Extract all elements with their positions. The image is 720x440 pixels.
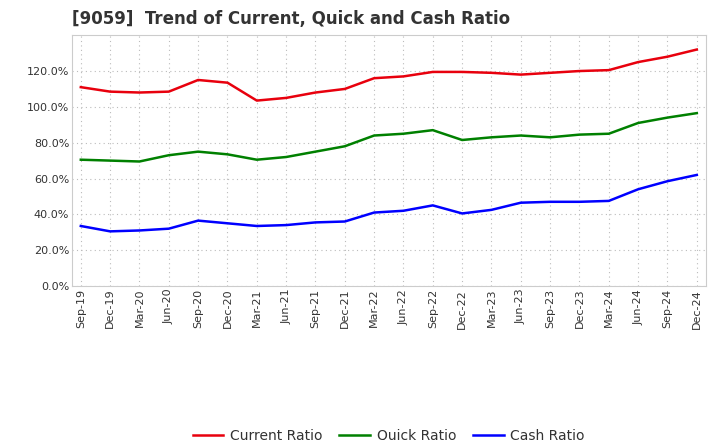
Current Ratio bbox=[311, 90, 320, 95]
Current Ratio bbox=[135, 90, 144, 95]
Current Ratio bbox=[428, 69, 437, 74]
Quick Ratio bbox=[76, 157, 85, 162]
Quick Ratio bbox=[341, 143, 349, 149]
Text: [9059]  Trend of Current, Quick and Cash Ratio: [9059] Trend of Current, Quick and Cash … bbox=[72, 10, 510, 28]
Quick Ratio bbox=[370, 133, 379, 138]
Current Ratio bbox=[663, 54, 672, 59]
Cash Ratio bbox=[253, 224, 261, 229]
Quick Ratio bbox=[487, 135, 496, 140]
Cash Ratio bbox=[516, 200, 525, 205]
Current Ratio bbox=[575, 68, 584, 73]
Cash Ratio bbox=[311, 220, 320, 225]
Cash Ratio bbox=[282, 223, 290, 228]
Quick Ratio bbox=[135, 159, 144, 164]
Current Ratio bbox=[164, 89, 173, 94]
Cash Ratio bbox=[135, 228, 144, 233]
Quick Ratio bbox=[223, 152, 232, 157]
Current Ratio bbox=[282, 95, 290, 101]
Cash Ratio bbox=[164, 226, 173, 231]
Quick Ratio bbox=[428, 128, 437, 133]
Current Ratio bbox=[546, 70, 554, 75]
Current Ratio bbox=[516, 72, 525, 77]
Current Ratio bbox=[341, 86, 349, 92]
Current Ratio bbox=[194, 77, 202, 83]
Cash Ratio bbox=[605, 198, 613, 204]
Cash Ratio bbox=[223, 221, 232, 226]
Quick Ratio bbox=[399, 131, 408, 136]
Cash Ratio bbox=[693, 172, 701, 178]
Quick Ratio bbox=[663, 115, 672, 120]
Current Ratio bbox=[693, 47, 701, 52]
Current Ratio bbox=[458, 69, 467, 74]
Current Ratio bbox=[223, 80, 232, 85]
Quick Ratio bbox=[575, 132, 584, 137]
Current Ratio bbox=[487, 70, 496, 75]
Line: Cash Ratio: Cash Ratio bbox=[81, 175, 697, 231]
Current Ratio bbox=[634, 59, 642, 65]
Cash Ratio bbox=[370, 210, 379, 215]
Quick Ratio bbox=[546, 135, 554, 140]
Legend: Current Ratio, Quick Ratio, Cash Ratio: Current Ratio, Quick Ratio, Cash Ratio bbox=[187, 423, 590, 440]
Line: Quick Ratio: Quick Ratio bbox=[81, 113, 697, 161]
Quick Ratio bbox=[106, 158, 114, 163]
Cash Ratio bbox=[194, 218, 202, 223]
Current Ratio bbox=[76, 84, 85, 90]
Quick Ratio bbox=[516, 133, 525, 138]
Current Ratio bbox=[106, 89, 114, 94]
Current Ratio bbox=[605, 67, 613, 73]
Quick Ratio bbox=[311, 149, 320, 154]
Quick Ratio bbox=[164, 153, 173, 158]
Quick Ratio bbox=[282, 154, 290, 160]
Line: Current Ratio: Current Ratio bbox=[81, 50, 697, 101]
Current Ratio bbox=[399, 74, 408, 79]
Cash Ratio bbox=[428, 203, 437, 208]
Cash Ratio bbox=[458, 211, 467, 216]
Current Ratio bbox=[253, 98, 261, 103]
Quick Ratio bbox=[605, 131, 613, 136]
Cash Ratio bbox=[399, 208, 408, 213]
Cash Ratio bbox=[663, 179, 672, 184]
Cash Ratio bbox=[487, 207, 496, 213]
Cash Ratio bbox=[634, 187, 642, 192]
Cash Ratio bbox=[341, 219, 349, 224]
Cash Ratio bbox=[546, 199, 554, 205]
Current Ratio bbox=[370, 76, 379, 81]
Cash Ratio bbox=[76, 224, 85, 229]
Quick Ratio bbox=[194, 149, 202, 154]
Quick Ratio bbox=[693, 110, 701, 116]
Quick Ratio bbox=[458, 137, 467, 143]
Cash Ratio bbox=[575, 199, 584, 205]
Quick Ratio bbox=[634, 120, 642, 126]
Cash Ratio bbox=[106, 229, 114, 234]
Quick Ratio bbox=[253, 157, 261, 162]
